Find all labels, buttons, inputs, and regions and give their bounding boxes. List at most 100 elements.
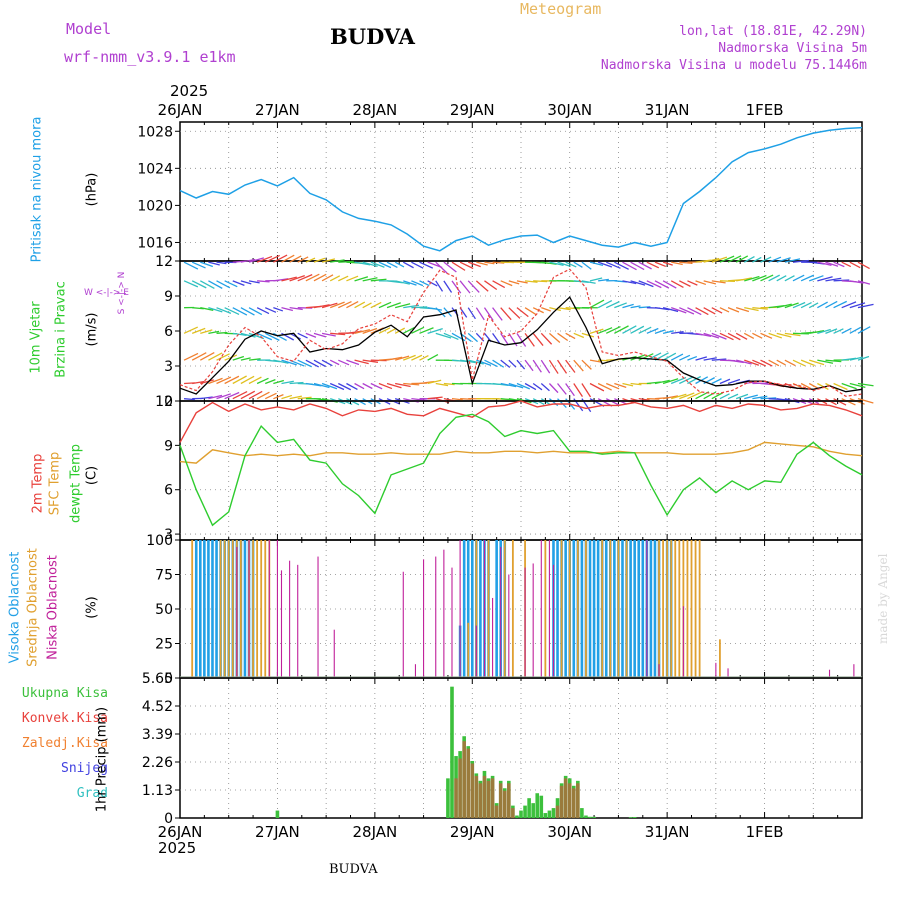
bar-precip-total: [588, 816, 592, 818]
wind-arrow: [841, 261, 852, 268]
wind-arrow: [703, 280, 716, 285]
wind-arrow: [370, 301, 382, 309]
wind-arrow: [670, 280, 684, 288]
bar-cloud-mid: [585, 540, 587, 678]
wind-arrow: [735, 332, 748, 340]
wind-arrow: [492, 332, 501, 344]
wind-arrow: [548, 332, 561, 343]
y-tick-label: 0: [164, 394, 173, 410]
wind-arrow: [200, 329, 213, 334]
wind-arrow: [475, 307, 485, 321]
wind-arrow: [200, 261, 214, 268]
wind-arrow: [687, 375, 702, 385]
wind-arrow: [532, 382, 543, 391]
wind-arrow: [240, 375, 255, 385]
meteogram-label: Meteogram: [520, 0, 602, 18]
wind-arrow: [183, 326, 199, 334]
bar-precip-total: [531, 803, 535, 818]
bar-cloud-low: [508, 574, 510, 678]
bar-cloud-mid: [503, 540, 506, 678]
bar-precip-conv: [462, 741, 466, 818]
wind-arrow: [248, 257, 265, 263]
wind-arrow: [467, 307, 476, 320]
wind-arrow: [394, 303, 411, 309]
wind-arrow: [581, 332, 595, 338]
bar-cloud-low: [475, 625, 477, 678]
wind-arrow: [191, 280, 207, 289]
wind-arrow: [768, 332, 783, 339]
bar-precip-conv: [478, 783, 483, 818]
date-label-bottom: 26JAN: [158, 823, 203, 841]
wind-arrow: [857, 280, 871, 285]
bar-cloud-low: [483, 540, 486, 678]
wind-arrow: [216, 353, 230, 361]
wind-arrow: [817, 382, 829, 391]
wind-arrow: [849, 261, 861, 269]
wind-arrow: [857, 382, 874, 387]
wind-arrow: [208, 280, 223, 289]
model-name: wrf-nmm_v3.9.1 e1km: [64, 48, 236, 66]
wind-arrow: [849, 326, 862, 334]
bar-precip-total: [527, 798, 531, 818]
wind-arrow: [484, 359, 498, 368]
bar-cloud-low: [715, 662, 717, 678]
wind-arrow: [589, 299, 605, 309]
bar-precip-conv: [507, 783, 511, 818]
y-tick-label: 1.13: [142, 783, 173, 799]
series-line-sfc: [179, 441, 863, 464]
bar-precip-total: [446, 778, 450, 818]
wind-arrow: [216, 307, 232, 314]
wind-arrow: [281, 254, 295, 263]
wind-arrow: [687, 391, 703, 400]
bar-cloud-mid: [239, 540, 242, 678]
bar-cloud-high: [203, 540, 206, 678]
wind-compass: W <-|-> E: [84, 288, 129, 298]
wind-arrow: [638, 353, 654, 361]
wind-arrow: [857, 326, 871, 334]
wind-arrow: [265, 379, 276, 385]
wind-arrow: [671, 331, 684, 334]
wind-arrow: [581, 280, 596, 284]
wind-arrow: [695, 356, 708, 361]
wind-arrow: [467, 280, 480, 293]
wind-arrow: [281, 394, 293, 400]
wind-arrow: [362, 359, 379, 363]
wind-arrow: [216, 280, 231, 289]
bar-cloud-low: [236, 546, 238, 678]
wind-arrow: [622, 382, 634, 387]
wind-arrow: [370, 382, 383, 390]
wind-arrow: [703, 332, 720, 339]
wind-arrow: [362, 382, 373, 390]
wind-arrow: [849, 280, 864, 284]
y-tick-label: 1024: [137, 161, 173, 177]
wind-arrow: [435, 332, 452, 339]
wind-arrow: [565, 359, 576, 373]
bar-precip-conv: [511, 808, 515, 818]
wind-arrow: [427, 379, 442, 385]
wind-arrow: [638, 261, 652, 270]
wind-arrow: [305, 359, 320, 368]
bar-cloud-low: [435, 556, 437, 678]
wind-arrow: [841, 327, 852, 334]
wind-arrow: [248, 280, 260, 284]
bar-cloud-mid: [511, 540, 514, 678]
wind-arrow: [330, 332, 346, 336]
wind-arrow: [256, 255, 273, 263]
elevation-label: Nadmorska Visina 5m: [718, 41, 867, 56]
wind-arrow: [719, 307, 730, 313]
wind-arrow: [216, 376, 232, 385]
bar-cloud-high: [564, 540, 567, 678]
wind-arrow: [476, 261, 488, 266]
wind-arrow: [232, 391, 248, 400]
wind-arrow: [540, 383, 550, 392]
bar-cloud-low: [297, 564, 299, 678]
y-tick-label: 6: [164, 324, 173, 340]
wind-arrow: [443, 261, 457, 273]
wind-arrow: [232, 355, 245, 361]
wind-arrow: [549, 307, 561, 312]
wind-arrow: [760, 359, 773, 367]
wind-arrow: [630, 325, 645, 334]
wind-arrow: [524, 332, 535, 347]
bar-precip-total: [551, 808, 556, 818]
